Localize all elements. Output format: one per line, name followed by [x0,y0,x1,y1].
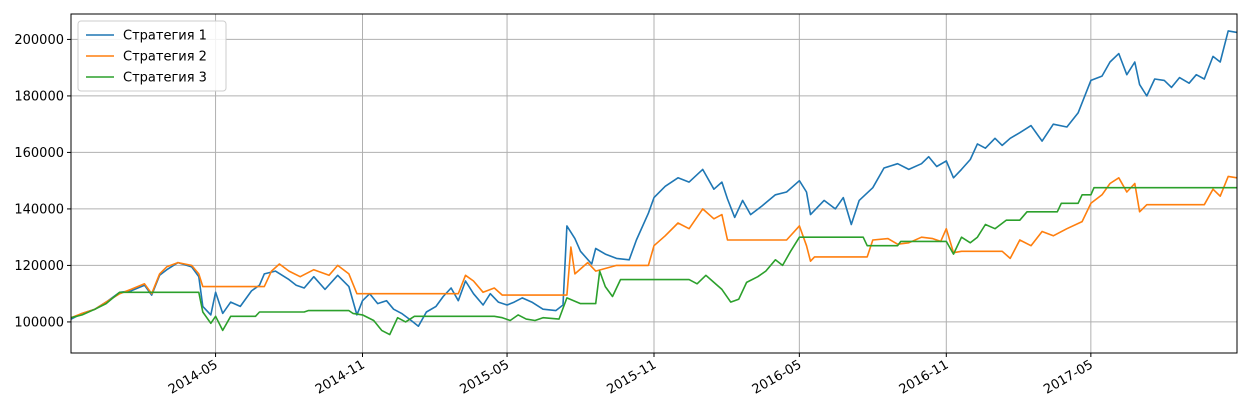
legend: Стратегия 1 Стратегия 2 Стратегия 3 [77,20,227,92]
y-tick-label: 180000 [14,89,64,104]
legend-box [77,20,227,92]
y-tick-label: 100000 [14,315,64,330]
legend-label-3: Стратегия 3 [123,71,207,86]
y-tick-label: 140000 [14,202,64,217]
y-tick-label: 160000 [14,146,64,161]
plot-area [71,30,1237,336]
series-line-2 [71,175,1237,319]
grid [71,14,1237,353]
series-line-3 [71,186,1237,336]
y-axis: 100000 120000 140000 160000 180000 200000 [14,33,71,330]
series-line-1 [71,30,1237,327]
y-tick-label: 120000 [14,259,64,274]
legend-label-2: Стратегия 2 [123,50,207,65]
legend-label-1: Стратегия 1 [123,29,207,44]
y-tick-label: 200000 [14,33,64,48]
